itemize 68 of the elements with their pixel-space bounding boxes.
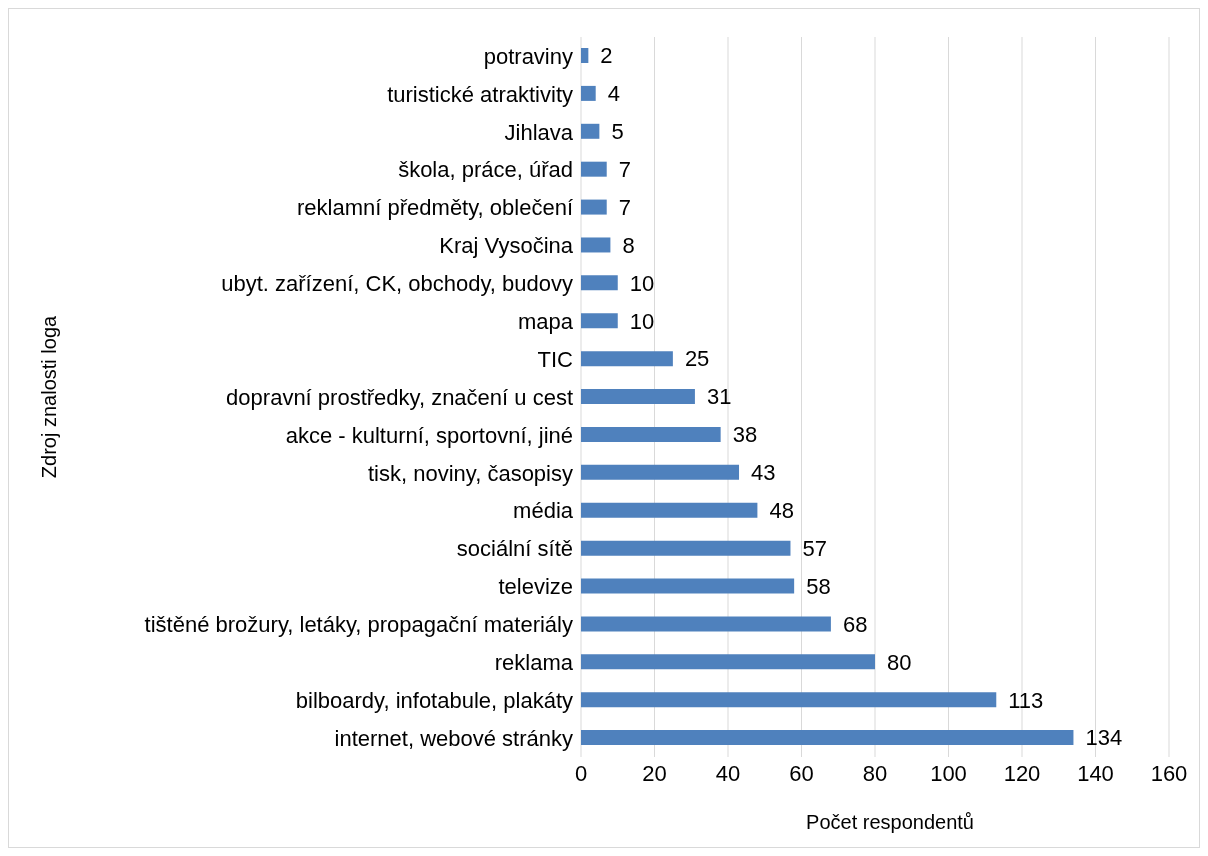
- y-tick-label: akce - kulturní, sportovní, jiné: [285, 422, 573, 448]
- bar: [581, 275, 618, 291]
- x-tick-label: 100: [930, 760, 967, 786]
- x-tick-label: 160: [1150, 760, 1188, 786]
- bar: [581, 464, 740, 480]
- y-tick-label: Kraj Vysočina: [439, 233, 574, 259]
- bar: [581, 199, 607, 215]
- data-label: 113: [1008, 687, 1044, 713]
- x-tick-label: 120: [1003, 760, 1041, 786]
- y-tick-label: turistické atraktivity: [387, 81, 573, 107]
- x-axis-title: Počet respondentů: [805, 811, 975, 834]
- x-tick-label: 20: [642, 760, 667, 786]
- data-label: 38: [732, 422, 758, 448]
- bar: [581, 578, 795, 594]
- data-label: 80: [887, 649, 912, 675]
- data-label: 43: [751, 460, 776, 486]
- data-label: 5: [611, 119, 624, 145]
- bar: [581, 389, 695, 405]
- y-axis-title: Zdroj znalosti loga: [38, 314, 61, 479]
- bar: [581, 85, 596, 101]
- bar: [581, 426, 721, 442]
- y-tick-label: mapa: [517, 309, 574, 335]
- y-tick-label: Jihlava: [504, 119, 574, 145]
- bar: [581, 313, 618, 329]
- data-label: 31: [706, 384, 732, 410]
- x-tick-label: 40: [715, 760, 741, 786]
- data-label: 4: [607, 81, 620, 107]
- bar: [581, 540, 791, 556]
- x-tick-label: 0: [574, 760, 588, 786]
- x-tick-label: 60: [789, 760, 814, 786]
- y-tick-label: dopravní prostředky, značení u cest: [226, 384, 573, 410]
- data-label: 10: [629, 270, 655, 296]
- y-tick-label: TIC: [537, 346, 574, 372]
- bar: [581, 48, 589, 63]
- y-tick-label: internet, webové stránky: [334, 725, 573, 751]
- bar: [581, 123, 600, 139]
- y-tick-label: potraviny: [483, 43, 573, 69]
- data-label: 58: [806, 573, 831, 599]
- bar: [581, 692, 997, 708]
- y-tick-label: televize: [498, 574, 573, 600]
- y-tick-label: ubyt. zařízení, CK, obchody, budovy: [221, 271, 573, 297]
- x-tick-label: 140: [1077, 760, 1114, 786]
- data-label: 7: [618, 156, 631, 182]
- y-tick-label: tisk, noviny, časopisy: [367, 460, 573, 486]
- data-label: 48: [769, 498, 794, 524]
- data-label: 68: [842, 611, 868, 637]
- data-label: 7: [618, 194, 631, 220]
- bar: [581, 161, 607, 177]
- data-label: 25: [684, 346, 710, 372]
- data-label: 134: [1085, 725, 1123, 751]
- data-label: 10: [629, 308, 655, 334]
- y-tick-label: sociální sítě: [456, 536, 573, 562]
- bar: [581, 654, 875, 670]
- data-label: 2: [600, 43, 613, 69]
- y-tick-label: reklama: [494, 650, 574, 676]
- y-tick-label: média: [513, 498, 574, 524]
- y-tick-label: reklamní předměty, oblečení: [297, 195, 573, 221]
- data-label: 8: [622, 232, 635, 258]
- x-tick-label: 80: [862, 760, 888, 786]
- bar: [581, 237, 611, 253]
- bar: [581, 502, 758, 518]
- data-label: 57: [802, 535, 827, 561]
- y-tick-label: škola, práce, úřad: [398, 157, 573, 183]
- bar: [581, 351, 673, 367]
- y-tick-label: tištěné brožury, letáky, propagační materiály: [144, 612, 573, 638]
- y-tick-label: bilboardy, infotabule, plakáty: [295, 687, 573, 713]
- bar: [581, 616, 831, 632]
- bar: [581, 730, 1074, 746]
